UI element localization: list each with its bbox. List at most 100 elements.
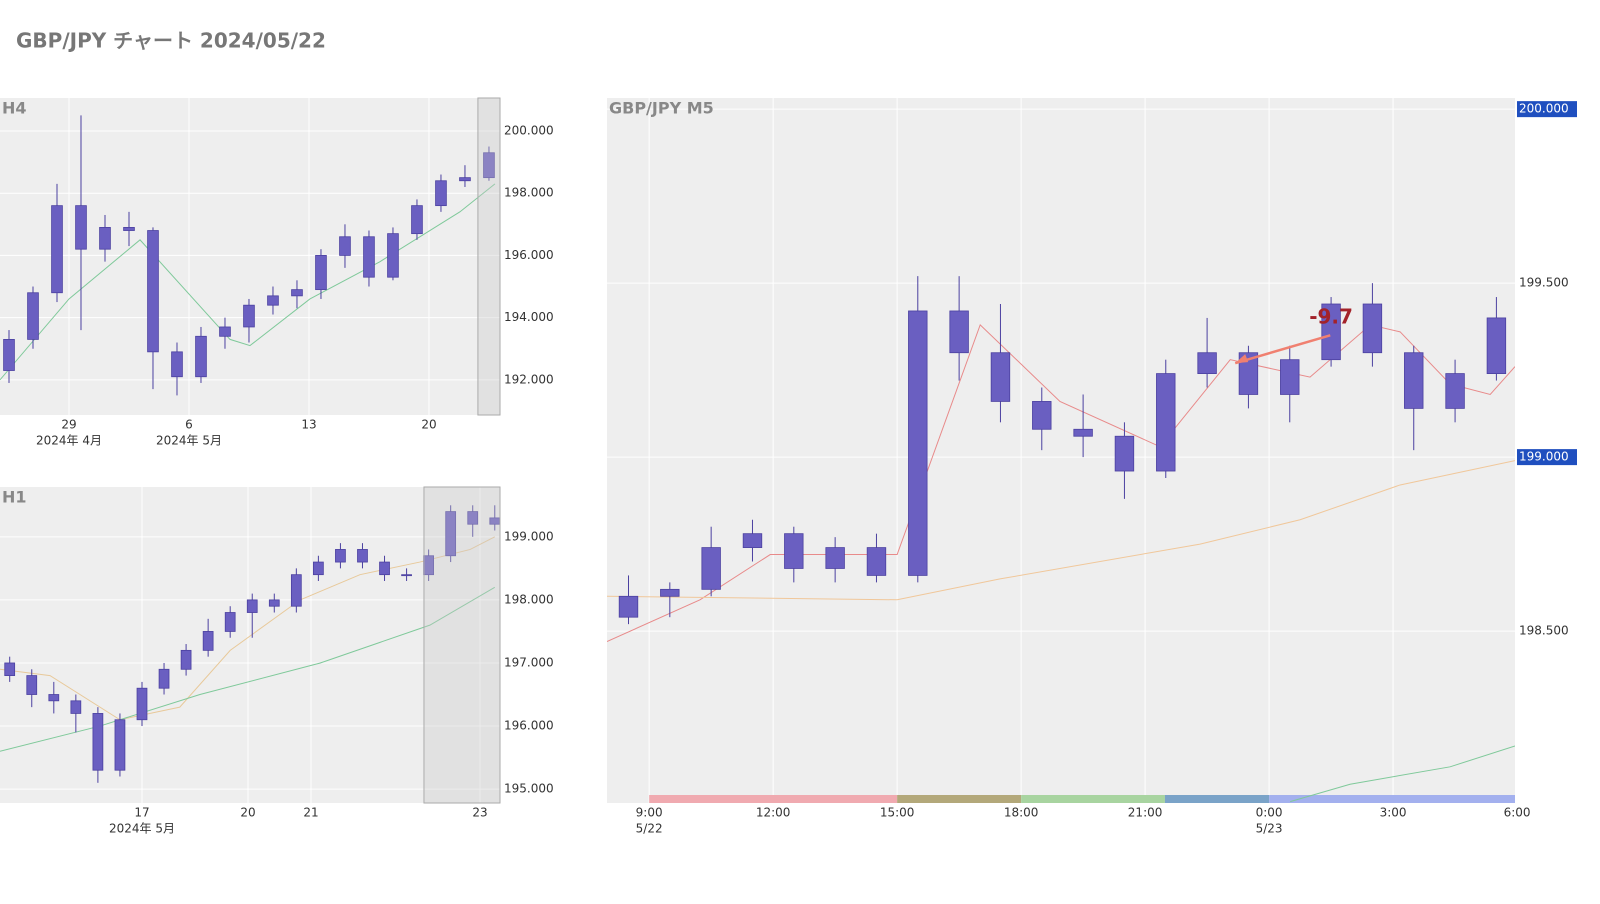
session-band: [649, 795, 898, 803]
candle-body: [26, 675, 38, 695]
candle-body: [291, 289, 303, 297]
candle-body: [742, 533, 763, 548]
candle-body: [1156, 373, 1176, 472]
y-tick-label: 198.000: [504, 186, 554, 200]
candle-body: [1032, 401, 1052, 430]
candle-body: [268, 599, 280, 607]
y-tick-label: 200.000: [504, 123, 554, 137]
x-tick-label: 12:00: [756, 806, 791, 820]
y-tick-label: 198.500: [1519, 624, 1569, 638]
candle-body: [949, 310, 969, 354]
candle-body: [357, 549, 368, 563]
candle-body: [246, 599, 258, 613]
tick-badge: [1517, 449, 1577, 466]
candle-body: [1362, 303, 1383, 354]
candle-body: [3, 339, 15, 371]
x-tick-label: 15:00: [880, 806, 915, 820]
y-tick-label: 199.000: [1519, 450, 1569, 464]
candle-body: [92, 713, 104, 771]
plot: [0, 487, 500, 803]
candle-body: [202, 631, 214, 651]
range-highlight: [477, 97, 501, 416]
candle-body: [908, 310, 928, 576]
annotation-arrow: [1234, 334, 1331, 365]
moving-average: [0, 183, 496, 381]
y-tick-label: 194.000: [504, 310, 554, 324]
candle-body: [147, 230, 159, 353]
candle-body: [4, 662, 16, 676]
candle-body: [315, 255, 327, 291]
session-band: [1269, 795, 1515, 803]
y-tick-label: 198.000: [504, 592, 554, 606]
x-tick-label: 18:00: [1004, 806, 1039, 820]
candle-body: [459, 177, 471, 182]
x-tick-label: 23: [472, 806, 487, 820]
candle-body: [123, 227, 135, 231]
candle-body: [411, 205, 423, 235]
candle-body: [99, 227, 111, 250]
y-tick-label: 192.000: [504, 372, 554, 386]
plot: [0, 98, 500, 415]
panel-title: GBP/JPY M5: [609, 99, 714, 118]
session-band: [897, 795, 1022, 803]
plot-background: [607, 98, 1515, 803]
x-tick-label: 13: [301, 418, 316, 432]
annotation-text: -9.7: [1309, 304, 1353, 328]
candle-body: [75, 205, 87, 250]
candle-body: [27, 292, 39, 340]
annotation-arrowhead: [1235, 354, 1249, 364]
moving-average: [0, 536, 495, 721]
candle-body: [990, 352, 1011, 402]
candle-body: [48, 694, 60, 702]
candle-body: [224, 612, 236, 632]
candle-body: [171, 351, 183, 378]
session-band: [1021, 795, 1165, 803]
page-title: GBP/JPY チャート 2024/05/22: [16, 29, 326, 53]
y-tick-label: 199.000: [504, 529, 554, 543]
candle-body: [618, 595, 639, 618]
candle-body: [1404, 352, 1424, 409]
candle-body: [114, 719, 126, 771]
x-tick-label: 17: [134, 806, 149, 820]
y-tick-label: 196.000: [504, 248, 554, 262]
x-tick-label: 21: [303, 806, 318, 820]
x-tick-label: 0:00: [1256, 806, 1283, 820]
candle-body: [267, 295, 279, 306]
x-tick-sublabel: 2024年 4月: [36, 434, 102, 448]
moving-average: [0, 586, 496, 752]
x-tick-label: 20: [421, 418, 436, 432]
candle-body: [1486, 317, 1507, 374]
x-tick-label: 6: [185, 418, 193, 432]
range-highlight: [423, 486, 501, 804]
x-tick-label: 29: [61, 418, 76, 432]
candle-body: [1238, 352, 1259, 395]
x-tick-label: 20: [240, 806, 255, 820]
candle-body: [866, 547, 887, 576]
moving-average: [1290, 745, 1515, 803]
panel: 198.500 199.000 199.500 200.000 9:00 12:00 15:…: [607, 98, 1577, 836]
y-tick-label: 199.500: [1519, 276, 1569, 290]
session-band: [1164, 795, 1270, 803]
candle-body: [335, 549, 346, 563]
plot: [607, 98, 1515, 803]
candle-body: [313, 561, 324, 576]
candle-body: [379, 561, 390, 576]
candle-body: [483, 152, 495, 179]
x-tick-label: 21:00: [1128, 806, 1163, 820]
candle-body: [784, 533, 804, 569]
moving-average: [607, 460, 1515, 601]
y-tick-label: 196.000: [504, 719, 554, 733]
candle-body: [1114, 435, 1135, 472]
candle-body: [339, 236, 351, 256]
candle-body: [243, 304, 255, 328]
x-tick-sublabel: 2024年 5月: [109, 822, 175, 836]
candle-body: [660, 588, 680, 597]
candle-body: [1321, 303, 1341, 361]
candle-body: [70, 700, 82, 714]
tick-badge: [1517, 101, 1577, 118]
candle-body: [467, 511, 479, 525]
candle-body: [387, 233, 399, 278]
